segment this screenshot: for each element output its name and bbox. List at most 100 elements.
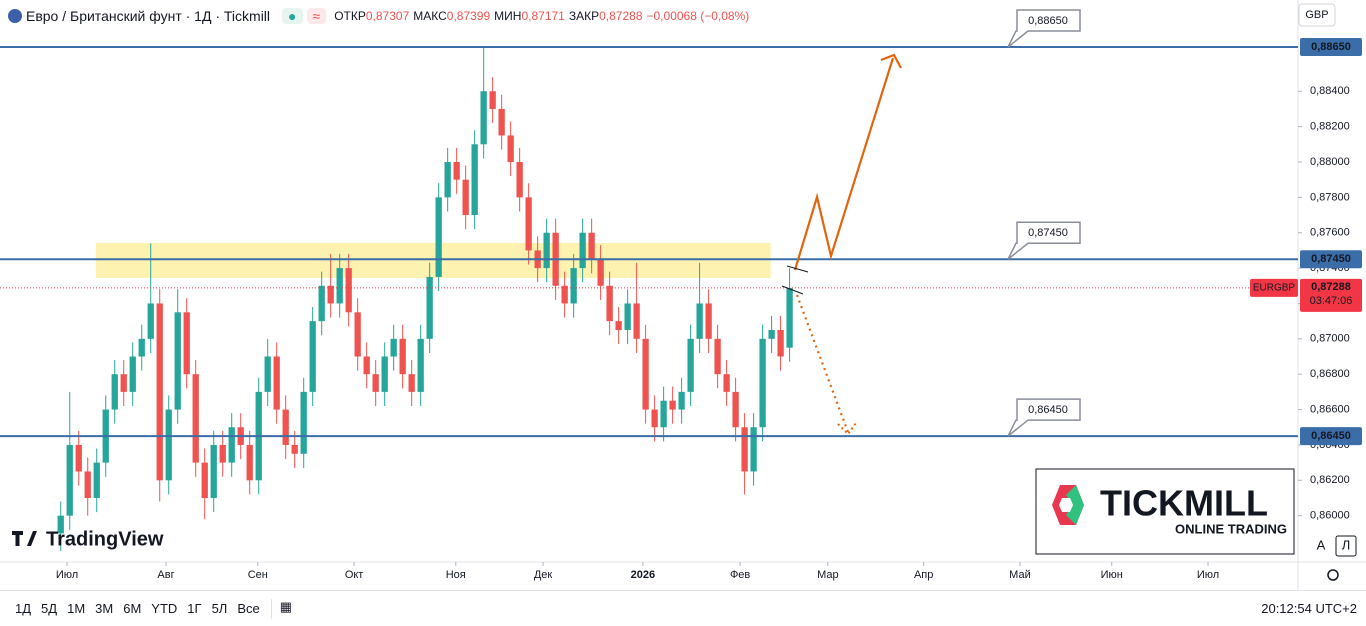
candle-body	[786, 287, 793, 348]
y-tick-label: 0,88200	[1310, 121, 1350, 133]
logo-tagline: ONLINE TRADING	[1175, 521, 1287, 536]
candle-body	[327, 285, 334, 304]
price-label: 0,87288	[1311, 281, 1351, 293]
log-scale[interactable]	[1335, 535, 1357, 557]
range-button[interactable]: YTD	[151, 601, 178, 616]
level-axis-label: 0,86450	[1311, 430, 1351, 442]
range-button[interactable]: 1Д	[15, 601, 32, 616]
currency-button[interactable]	[1298, 3, 1336, 27]
ohlc: ОТКР0,87307 МАКС0,87399 МИН0,87171 ЗАКР0,87…	[334, 9, 753, 23]
candle-body	[408, 374, 415, 392]
high-label: МАКС	[413, 9, 447, 23]
candle-body	[480, 91, 487, 145]
bullish-arrow	[793, 57, 895, 271]
range-button[interactable]: 5Л	[211, 601, 228, 616]
candle-body	[390, 338, 397, 357]
y-tick-label: 0,86000	[1310, 510, 1350, 522]
candle-body	[723, 374, 730, 392]
candle-body	[489, 91, 496, 109]
candle-body	[165, 409, 172, 481]
settings-icon[interactable]	[1327, 569, 1339, 581]
candle-body	[201, 462, 208, 498]
watermark: TradingView	[46, 528, 164, 550]
level-axis-box	[1300, 427, 1362, 446]
y-tick-label: 0,87000	[1310, 333, 1350, 345]
candle-body	[453, 161, 460, 180]
candle-body	[444, 161, 451, 198]
arrow-head	[837, 422, 857, 436]
candle-body	[543, 232, 550, 269]
candle-body	[660, 400, 667, 428]
candle-body	[759, 338, 766, 428]
candle-body	[597, 259, 604, 286]
candle-body	[174, 312, 181, 410]
callout	[1007, 9, 1081, 48]
candle-body	[507, 135, 514, 162]
candle-body	[426, 276, 433, 339]
candle-body	[525, 197, 532, 251]
range-button[interactable]: 1М	[67, 601, 86, 616]
candle-body	[399, 338, 406, 375]
y-tick-label: 0,88400	[1310, 85, 1350, 97]
candle-body	[156, 303, 163, 481]
zone	[95, 242, 771, 278]
candle-body	[750, 427, 757, 472]
candle-body	[696, 303, 703, 339]
logo-icon	[1066, 485, 1084, 525]
x-tick-label: Окт	[345, 569, 364, 581]
candle-body	[345, 268, 352, 313]
candle-body	[246, 444, 253, 481]
auto-scale-label: A	[1317, 537, 1326, 552]
chart: 0,860000,862000,864000,866000,868000,870…	[0, 0, 1366, 590]
candle-body	[741, 427, 748, 472]
candle-body	[192, 374, 199, 463]
callout-label: 0,87450	[1028, 227, 1068, 239]
change: −0,00068 (−0,08%)	[646, 9, 750, 23]
candle-body	[588, 232, 595, 260]
level-axis-label: 0,88650	[1311, 41, 1351, 53]
candle-body	[336, 268, 343, 304]
x-tick-label: Дек	[534, 569, 553, 581]
candle-body	[318, 285, 325, 322]
candle-body	[138, 338, 145, 357]
x-tick-label: Фев	[730, 569, 750, 581]
range-button[interactable]: 3М	[95, 601, 114, 616]
candle-body	[219, 444, 226, 463]
range-button[interactable]: 1Г	[187, 601, 202, 616]
x-tick-label: Ноя	[446, 569, 466, 581]
tv-logo	[12, 531, 37, 546]
y-tick-label: 0,86600	[1310, 403, 1350, 415]
bearish-arrow	[795, 294, 850, 433]
candle-body	[471, 144, 478, 216]
header: Евро / Британский фунт · 1Д · Tickmill ●…	[8, 6, 754, 26]
x-tick-label: Авг	[157, 569, 174, 581]
candle-body	[606, 285, 613, 322]
range-button[interactable]: 6М	[123, 601, 142, 616]
candle-body	[705, 303, 712, 339]
low-label: МИН	[494, 9, 522, 23]
date-range-button[interactable]: ▦	[270, 598, 300, 619]
callout-label: 0,88650	[1028, 15, 1068, 27]
candle-body	[651, 409, 658, 428]
x-tick-label: 2026	[631, 569, 655, 581]
title: Евро / Британский фунт · 1Д · Tickmill	[26, 8, 271, 24]
indicator-toggle[interactable]: ≈	[306, 8, 327, 24]
market-status[interactable]: ●	[282, 8, 303, 24]
candle-body	[615, 321, 622, 330]
bottom-toolbar: 1Д 5Д 1М 3М 6М YTD 1Г 5Л Все ▦ 20:12:54 …	[0, 590, 1366, 626]
candle-body	[264, 356, 271, 392]
auto-scale[interactable]	[1311, 536, 1331, 556]
range-button[interactable]: 5Д	[41, 601, 58, 616]
x-tick-label: Мар	[817, 569, 839, 581]
range-button[interactable]: Все	[237, 601, 260, 616]
y-tick-label: 0,88000	[1310, 156, 1350, 168]
candle-body	[291, 444, 298, 454]
candle-body	[57, 515, 64, 534]
open: 0,87307	[365, 9, 410, 23]
symbol-icon	[8, 9, 22, 23]
candle-body	[120, 374, 127, 392]
candle-body	[372, 374, 379, 392]
candle-body	[579, 232, 586, 269]
candle-body	[678, 391, 685, 410]
